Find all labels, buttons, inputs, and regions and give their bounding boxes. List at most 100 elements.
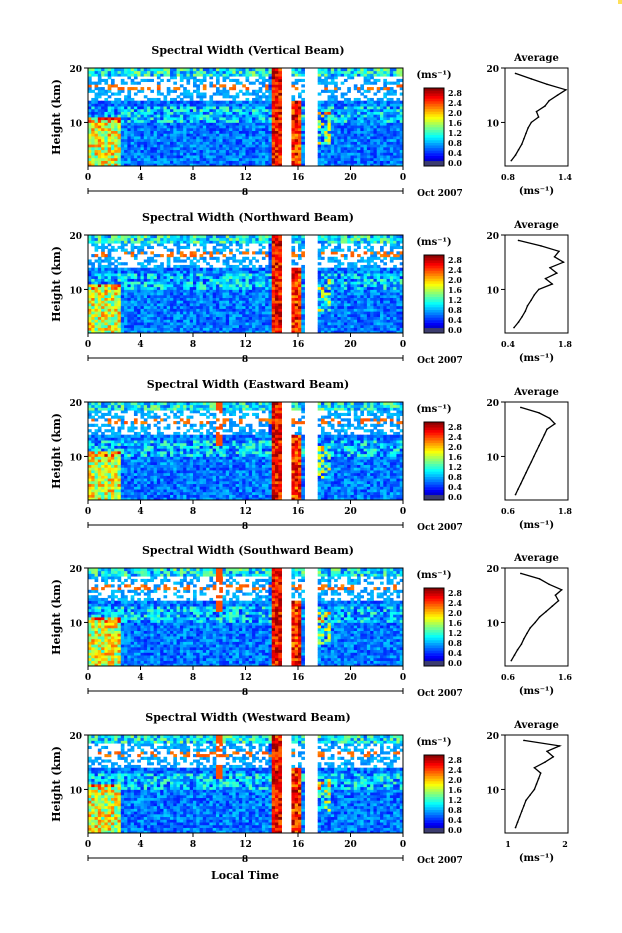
heatmap-cell [377, 109, 381, 112]
heatmap-cell [354, 101, 358, 104]
heatmap-cell [209, 73, 213, 76]
heatmap-cell [118, 295, 122, 298]
heatmap-cell [183, 268, 187, 271]
heatmap-cell [95, 73, 99, 76]
heatmap-cell [88, 120, 92, 123]
heatmap-cell [341, 114, 345, 117]
heatmap-cell [150, 300, 154, 303]
heatmap-cell [370, 71, 374, 74]
heatmap-cell [380, 152, 384, 155]
heatmap-cell [118, 155, 122, 158]
heatmap-cell [144, 155, 148, 158]
heatmap-cell [321, 120, 325, 123]
heatmap-cell [101, 155, 105, 158]
heatmap-cell [180, 76, 184, 79]
heatmap-cell [108, 279, 112, 282]
heatmap-cell [157, 114, 161, 117]
heatmap-cell [104, 101, 108, 104]
heatmap-cell [193, 106, 197, 109]
heatmap-cell [236, 93, 240, 96]
heatmap-cell [259, 76, 263, 79]
heatmap-cell [252, 128, 256, 131]
heatmap-cell [354, 98, 358, 101]
heatmap-cell [226, 325, 230, 328]
heatmap-cell [183, 120, 187, 123]
heatmap-cell [177, 268, 181, 271]
heatmap-cell [268, 155, 272, 158]
heatmap-cell [137, 101, 141, 104]
heatmap-cell [232, 87, 236, 90]
heatmap-cell [186, 309, 190, 312]
heatmap-cell [367, 109, 371, 112]
heatmap-cell [255, 270, 259, 273]
heatmap-cell [301, 106, 305, 109]
heatmap-cell [177, 303, 181, 306]
heatmap-cell [124, 114, 128, 117]
heatmap-cell [255, 328, 259, 331]
heatmap-cell [357, 122, 361, 125]
heatmap-cell [390, 152, 394, 155]
heatmap-cell [91, 114, 95, 117]
heatmap-cell [291, 260, 295, 263]
heatmap-cell [272, 273, 276, 276]
heatmap-cell [219, 281, 223, 284]
heatmap-cell [255, 106, 259, 109]
heatmap-cell [111, 270, 115, 273]
heatmap-cell [203, 268, 207, 271]
heatmap-cell [265, 311, 269, 314]
heatmap-cell [173, 76, 177, 79]
heatmap-cell [141, 90, 145, 93]
heatmap-cell [124, 249, 128, 252]
heatmap-cell [88, 289, 92, 292]
heatmap-cell [223, 101, 227, 104]
heatmap-cell [196, 314, 200, 317]
heatmap-cell [160, 133, 164, 136]
heatmap-cell [328, 240, 332, 243]
heatmap-cell [255, 306, 259, 309]
heatmap-cell [104, 281, 108, 284]
heatmap-cell [91, 238, 95, 241]
heatmap-cell [396, 106, 400, 109]
heatmap-cell [229, 144, 233, 147]
heatmap-cell [180, 298, 184, 301]
heatmap-cell [239, 142, 243, 145]
heatmap-cell [383, 120, 387, 123]
heatmap-cell [373, 114, 377, 117]
heatmap-cell [213, 268, 217, 271]
heatmap-cell [173, 292, 177, 295]
heatmap-cell [127, 112, 131, 115]
heatmap-cell [377, 103, 381, 106]
heatmap-cell [298, 314, 302, 317]
heatmap-cell [190, 112, 194, 115]
heatmap-cell [114, 161, 118, 164]
heatmap-cell [328, 71, 332, 74]
heatmap-cell [360, 150, 364, 153]
heatmap-cell [88, 158, 92, 161]
heatmap-cell [118, 120, 122, 123]
heatmap-cell [190, 238, 194, 241]
heatmap-cell [114, 281, 118, 284]
heatmap-cell [216, 103, 220, 106]
heatmap-cell [334, 71, 338, 74]
heatmap-cell [396, 150, 400, 153]
heatmap-cell [337, 161, 341, 164]
heatmap-cell [157, 109, 161, 112]
heatmap-cell [232, 84, 236, 87]
heatmap-cell [268, 73, 272, 76]
heatmap-cell [104, 300, 108, 303]
heatmap-cell [278, 319, 282, 322]
heatmap-cell [354, 73, 358, 76]
heatmap-cell [229, 243, 233, 246]
heatmap-cell [114, 311, 118, 314]
heatmap-cell [331, 306, 335, 309]
y-tick-label: 20 [69, 65, 82, 75]
heatmap-cell [127, 273, 131, 276]
heatmap-cell [377, 106, 381, 109]
heatmap-cell [206, 128, 210, 131]
heatmap-cell [318, 161, 322, 164]
heatmap-cell [157, 311, 161, 314]
heatmap-cell [301, 284, 305, 287]
heatmap-cell [324, 114, 328, 117]
heatmap-cell [259, 238, 263, 241]
heatmap-cell [377, 120, 381, 123]
